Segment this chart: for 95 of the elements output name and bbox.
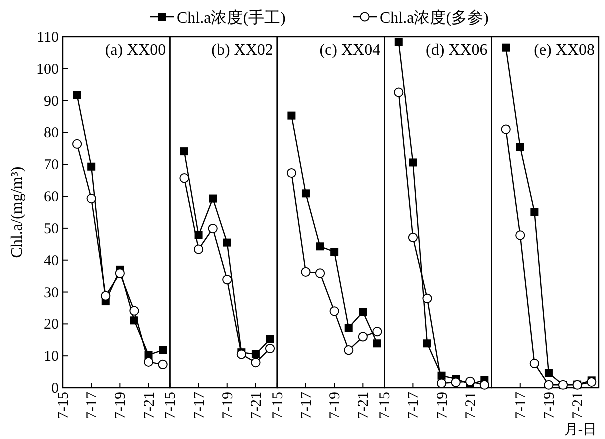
point xyxy=(72,139,82,150)
x-axis-title: 月-日 xyxy=(564,423,597,438)
x-tick-label: 7-15 xyxy=(56,392,72,420)
y-tick-label: 50 xyxy=(44,221,59,238)
x-tick-label: 7-21 xyxy=(356,392,372,420)
point xyxy=(544,369,553,378)
point xyxy=(73,91,82,100)
point xyxy=(436,378,447,388)
point xyxy=(180,174,190,184)
point xyxy=(223,238,232,247)
y-tick-label: 20 xyxy=(44,317,59,334)
legend-label: Chl.a浓度(手工) xyxy=(177,9,286,27)
point xyxy=(180,148,188,156)
point xyxy=(516,230,526,240)
point xyxy=(480,380,490,390)
point xyxy=(101,291,111,301)
y-tick-label: 70 xyxy=(44,158,59,174)
x-tick-label: 7-15 xyxy=(270,392,286,420)
point xyxy=(265,344,276,354)
chart-title: (c) XX04 xyxy=(320,42,381,59)
x-tick-label: 7-15 xyxy=(163,392,180,420)
point xyxy=(373,340,382,348)
point xyxy=(159,346,168,354)
point xyxy=(86,194,96,204)
x-tick-label: 7-17 xyxy=(192,392,208,420)
point xyxy=(302,190,310,198)
y-tick-label: 60 xyxy=(44,190,59,206)
point xyxy=(359,308,368,316)
point xyxy=(158,360,168,370)
x-tick-label: 7-21 xyxy=(570,392,587,420)
x-tick-label: 7-17 xyxy=(298,392,315,420)
x-tick-label: 7-17 xyxy=(406,392,422,420)
point xyxy=(344,324,353,332)
point xyxy=(344,346,354,356)
point xyxy=(358,332,368,342)
point xyxy=(288,112,296,120)
x-tick-label: 7-21 xyxy=(463,392,480,420)
x-tick-label: 7-19 xyxy=(328,392,344,420)
point xyxy=(130,306,140,316)
x-tick-label: 7-17 xyxy=(513,392,530,420)
point xyxy=(222,275,232,285)
point xyxy=(422,294,432,304)
point xyxy=(316,242,324,251)
point xyxy=(266,336,274,344)
point xyxy=(394,88,404,98)
chart-title: (e) XX08 xyxy=(534,42,595,59)
point xyxy=(466,376,476,386)
x-tick-label: 7-19 xyxy=(434,392,451,420)
x-tick-label: 7-15 xyxy=(378,392,394,420)
y-tick-label: 30 xyxy=(44,285,59,302)
y-tick-label: 100 xyxy=(36,62,59,78)
y-axis-title: Chl.a/(mg/m³) xyxy=(9,166,26,258)
point xyxy=(372,327,382,337)
point xyxy=(301,267,311,277)
x-tick-label: 7-19 xyxy=(220,392,236,420)
point xyxy=(194,244,204,254)
point xyxy=(236,350,246,360)
point xyxy=(286,168,296,178)
y-tick-label: 110 xyxy=(37,30,59,46)
point xyxy=(251,358,261,368)
point xyxy=(88,162,96,171)
point xyxy=(394,38,403,46)
chart-title: (a) XX00 xyxy=(105,42,166,59)
point xyxy=(423,340,432,348)
y-tick-label: 10 xyxy=(44,349,59,366)
point xyxy=(544,380,554,390)
point xyxy=(501,124,511,134)
x-tick-label: 7-19 xyxy=(542,392,558,420)
point xyxy=(451,378,461,388)
y-tick-label: 40 xyxy=(44,253,59,270)
y-tick-label: 90 xyxy=(44,94,59,110)
chart-title: (b) XX02 xyxy=(212,42,274,59)
point xyxy=(208,224,218,234)
point xyxy=(252,350,260,358)
point xyxy=(587,377,597,388)
point xyxy=(115,268,125,278)
point xyxy=(530,358,540,369)
point xyxy=(144,357,154,367)
point xyxy=(408,232,418,243)
x-tick-label: 7-19 xyxy=(113,392,130,420)
legend-label: Chl.a浓度(多参) xyxy=(380,9,489,27)
point xyxy=(516,143,524,152)
point xyxy=(409,158,418,167)
x-tick-label: 7-17 xyxy=(84,392,101,420)
x-tick-label: 7-21 xyxy=(248,392,265,420)
y-tick-label: 80 xyxy=(44,126,59,142)
point xyxy=(209,194,218,203)
y-tick-label: 0 xyxy=(52,381,59,397)
point xyxy=(530,208,539,216)
chart-title: (d) XX06 xyxy=(426,42,488,59)
point xyxy=(315,268,326,278)
point xyxy=(330,248,339,256)
point xyxy=(502,44,510,52)
x-tick-label: 7-21 xyxy=(142,392,158,420)
point xyxy=(330,306,340,316)
